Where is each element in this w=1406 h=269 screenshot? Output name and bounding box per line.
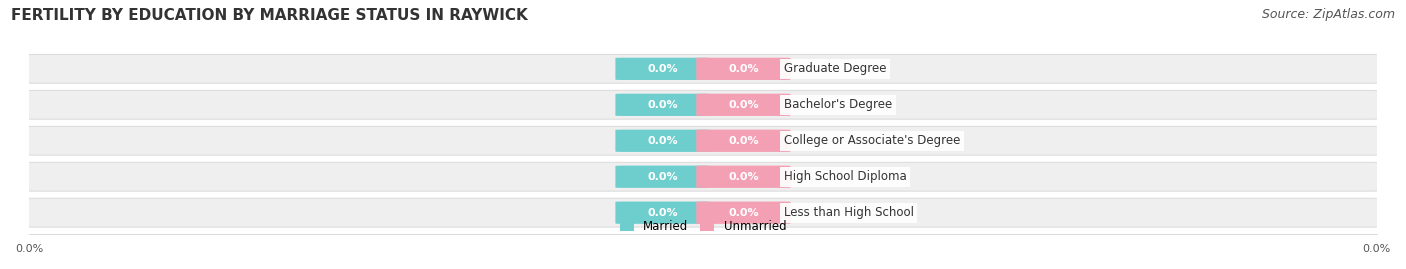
Text: 0.0%: 0.0%: [728, 64, 759, 74]
Text: Bachelor's Degree: Bachelor's Degree: [785, 98, 893, 111]
Text: High School Diploma: High School Diploma: [785, 170, 907, 183]
FancyBboxPatch shape: [22, 90, 1384, 119]
Text: College or Associate's Degree: College or Associate's Degree: [785, 134, 960, 147]
Text: Source: ZipAtlas.com: Source: ZipAtlas.com: [1261, 8, 1395, 21]
FancyBboxPatch shape: [616, 130, 710, 152]
Text: 0.0%: 0.0%: [647, 136, 678, 146]
Text: Less than High School: Less than High School: [785, 206, 914, 219]
Text: 0.0%: 0.0%: [647, 172, 678, 182]
FancyBboxPatch shape: [22, 198, 1384, 227]
FancyBboxPatch shape: [616, 166, 710, 188]
FancyBboxPatch shape: [616, 58, 710, 80]
FancyBboxPatch shape: [616, 94, 710, 116]
FancyBboxPatch shape: [696, 201, 790, 224]
Text: 0.0%: 0.0%: [647, 64, 678, 74]
FancyBboxPatch shape: [22, 126, 1384, 155]
FancyBboxPatch shape: [22, 162, 1384, 191]
FancyBboxPatch shape: [616, 201, 710, 224]
Text: 0.0%: 0.0%: [728, 208, 759, 218]
Text: FERTILITY BY EDUCATION BY MARRIAGE STATUS IN RAYWICK: FERTILITY BY EDUCATION BY MARRIAGE STATU…: [11, 8, 529, 23]
Text: 0.0%: 0.0%: [647, 208, 678, 218]
FancyBboxPatch shape: [696, 58, 790, 80]
FancyBboxPatch shape: [696, 166, 790, 188]
Text: Graduate Degree: Graduate Degree: [785, 62, 886, 75]
Text: 0.0%: 0.0%: [728, 136, 759, 146]
Text: 0.0%: 0.0%: [728, 100, 759, 110]
Text: 0.0%: 0.0%: [647, 100, 678, 110]
FancyBboxPatch shape: [22, 54, 1384, 83]
Legend: Married, Unmarried: Married, Unmarried: [614, 215, 792, 238]
FancyBboxPatch shape: [696, 94, 790, 116]
FancyBboxPatch shape: [696, 130, 790, 152]
Text: 0.0%: 0.0%: [728, 172, 759, 182]
